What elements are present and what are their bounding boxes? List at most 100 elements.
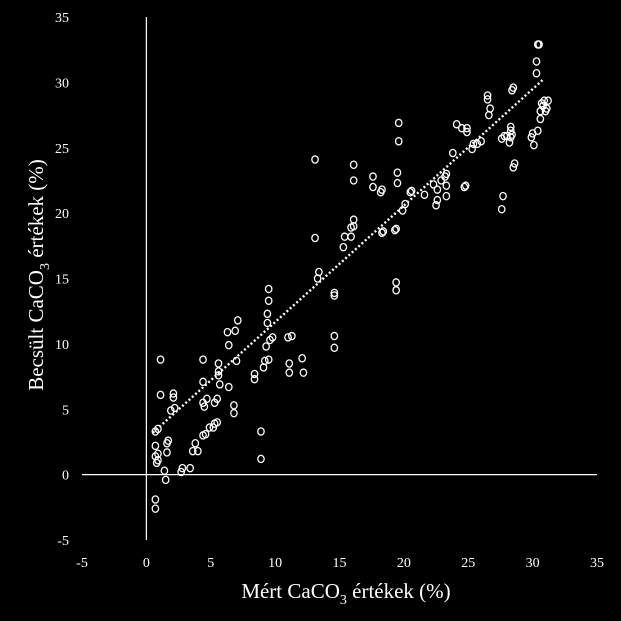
data-point: [284, 333, 292, 342]
data-point: [268, 333, 277, 342]
data-point: [262, 342, 270, 351]
data-point: [406, 187, 415, 197]
data-point: [533, 126, 542, 136]
data-point: [164, 436, 173, 445]
data-point: [532, 57, 541, 66]
data-point: [298, 354, 307, 363]
data-point: [457, 123, 466, 133]
data-point: [151, 504, 160, 513]
data-point: [264, 296, 273, 305]
data-point: [264, 284, 273, 294]
data-point: [215, 380, 224, 389]
data-point: [473, 139, 482, 149]
y-axis-title-sub: 3: [38, 263, 53, 270]
data-point: [250, 374, 259, 384]
data-point: [224, 340, 233, 350]
data-point: [540, 96, 549, 105]
data-point: [205, 423, 214, 432]
y-tick-label: 0: [62, 469, 69, 484]
plot-area: [151, 40, 552, 513]
data-point: [349, 215, 358, 224]
x-tick-label: -5: [76, 556, 88, 571]
data-point: [530, 140, 538, 150]
data-point: [429, 180, 438, 189]
data-point: [200, 402, 209, 411]
data-point: [232, 356, 241, 366]
data-point: [448, 148, 457, 158]
y-axis-title-main: Becsült CaCO: [24, 270, 48, 391]
data-point: [257, 427, 265, 436]
data-point: [299, 368, 308, 377]
data-point: [369, 172, 377, 181]
data-point: [233, 316, 242, 325]
data-point: [151, 441, 160, 451]
data-point: [506, 126, 515, 136]
data-point: [231, 326, 240, 336]
x-tick-label: 0: [143, 556, 150, 571]
data-point: [178, 463, 187, 473]
x-tick-label: 25: [461, 556, 475, 571]
y-tick-label: 10: [55, 338, 69, 353]
data-point: [477, 136, 485, 146]
data-point: [285, 359, 294, 368]
data-point: [499, 191, 507, 201]
data-point: [468, 144, 476, 154]
x-tick-label: 20: [397, 556, 411, 571]
data-point: [339, 242, 348, 252]
data-point: [461, 181, 470, 190]
data-point: [442, 181, 451, 190]
x-tick-label: 10: [268, 556, 282, 571]
data-point: [432, 201, 440, 210]
data-point: [442, 169, 451, 179]
data-point: [393, 168, 402, 177]
data-point: [532, 68, 541, 78]
data-point: [460, 182, 469, 192]
data-point: [463, 127, 471, 137]
data-point: [213, 418, 222, 427]
x-axis-title-suffix: értékek (%): [347, 579, 451, 603]
data-point: [506, 122, 515, 132]
data-point: [393, 178, 402, 188]
y-tick-label: 5: [62, 403, 69, 418]
data-point: [330, 343, 339, 353]
data-point: [260, 356, 269, 366]
data-point: [151, 495, 160, 504]
data-point: [263, 318, 272, 328]
x-axis-title-main: Mért CaCO: [241, 579, 340, 603]
data-point: [483, 91, 492, 100]
data-point: [392, 224, 400, 234]
data-point: [163, 448, 171, 457]
data-point: [433, 185, 442, 194]
x-tick-label: 5: [207, 556, 214, 571]
data-point: [347, 232, 355, 241]
y-tick-label: -5: [57, 534, 69, 549]
data-point: [214, 359, 223, 368]
data-point: [452, 119, 461, 129]
y-tick-label: 25: [55, 142, 69, 157]
data-point: [463, 123, 471, 133]
data-point: [315, 267, 323, 277]
data-point: [407, 186, 416, 196]
data-point: [311, 155, 319, 164]
data-point: [161, 475, 170, 485]
data-point: [264, 355, 273, 364]
data-point: [379, 227, 388, 236]
data-point: [349, 221, 358, 231]
y-tick-label: 20: [55, 207, 69, 222]
data-point: [510, 159, 519, 168]
data-point: [156, 355, 165, 364]
data-point: [186, 463, 194, 473]
data-point: [169, 389, 178, 398]
data-point: [401, 199, 410, 209]
data-point: [199, 355, 207, 364]
data-point: [433, 195, 442, 205]
data-point: [544, 96, 552, 105]
data-point: [469, 139, 478, 149]
data-point: [349, 160, 358, 169]
data-point: [230, 401, 238, 410]
data-point: [188, 446, 197, 456]
data-point: [330, 331, 339, 341]
data-point: [509, 163, 518, 172]
data-point: [483, 95, 492, 104]
data-point: [349, 176, 358, 185]
